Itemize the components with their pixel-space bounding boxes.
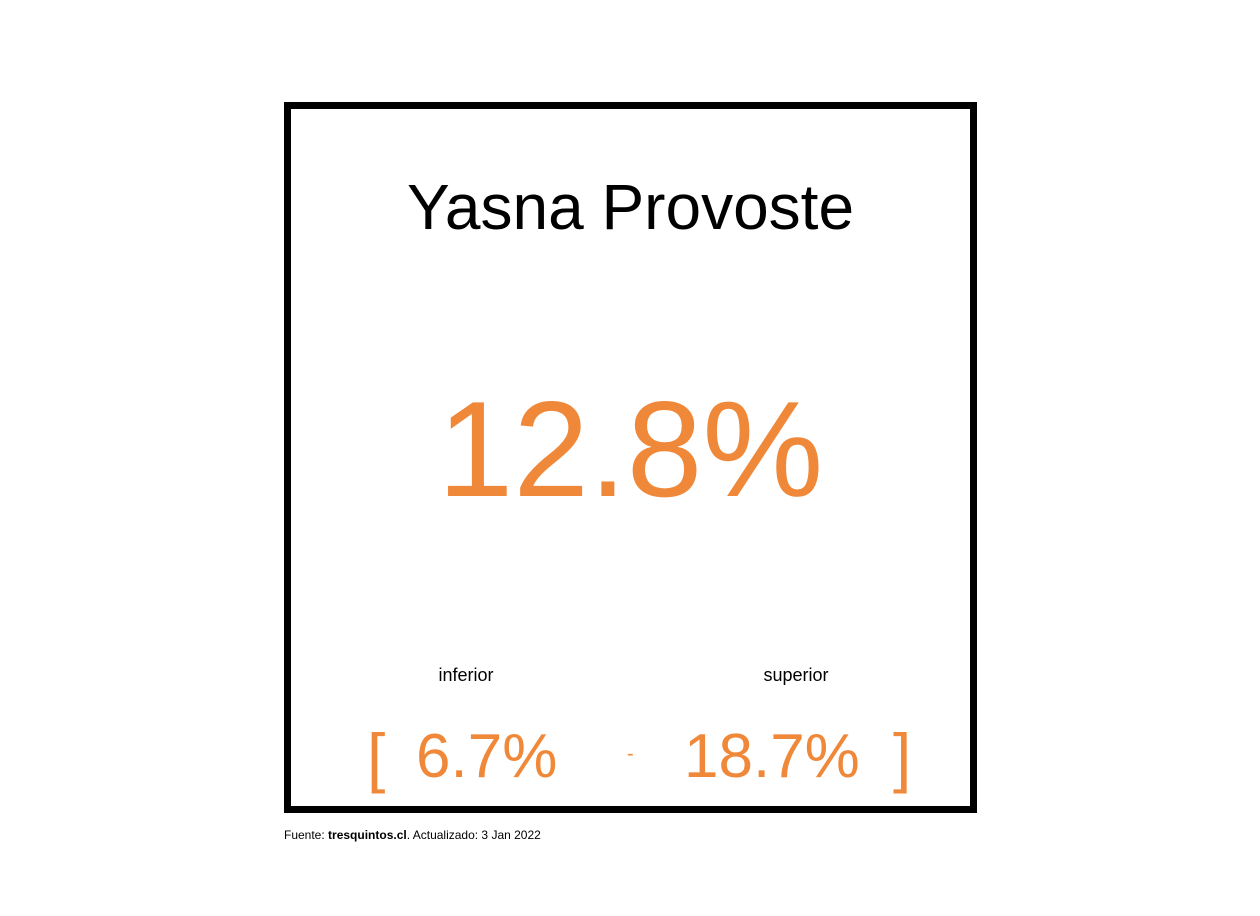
footer-updated: . Actualizado: 3 Jan 2022 (406, 828, 541, 842)
upper-bound-value: 18.7% (684, 722, 860, 791)
footer-source-link[interactable]: tresquintos.cl (328, 828, 407, 842)
upper-bound-label: superior (763, 665, 829, 685)
lower-bound-value: 6.7% (416, 722, 558, 791)
open-bracket: [ (367, 720, 386, 794)
footer-prefix: Fuente: (284, 828, 329, 842)
interval-separator: - (627, 743, 634, 765)
estimate-value: 12.8% (437, 373, 824, 525)
lower-bound-label: inferior (438, 665, 494, 685)
source-footer: Fuente: tresquintos.cl. Actualizado: 3 J… (284, 827, 541, 843)
estimate-card: Yasna Provoste 12.8% inferior superior [… (284, 102, 977, 813)
close-bracket: ] (893, 720, 912, 794)
candidate-name: Yasna Provoste (406, 171, 855, 243)
